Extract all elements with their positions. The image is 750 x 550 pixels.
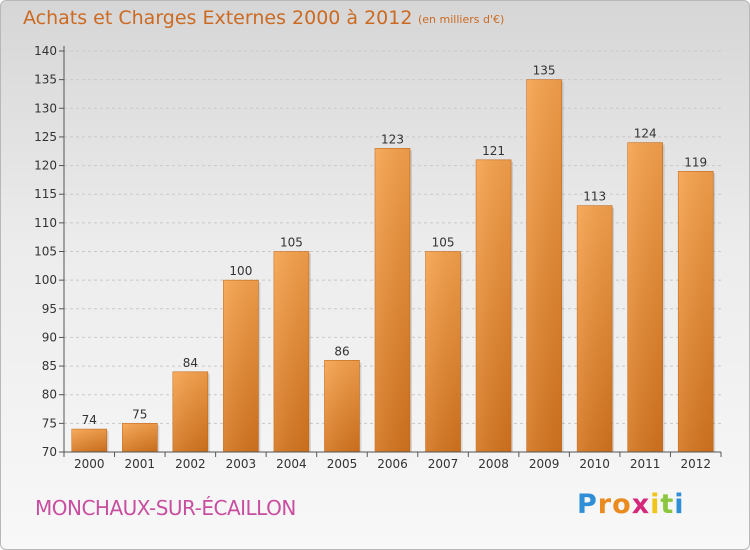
bars: 74 75 84 100 105 86 123 105 121 135 113 124 119 — [71, 64, 716, 453]
y-tick-label: 70 — [42, 445, 57, 459]
x-tick-label: 2009 — [529, 457, 560, 471]
value-label: 124 — [634, 127, 657, 141]
logo-letter: r — [597, 489, 613, 520]
value-label: 113 — [583, 190, 606, 204]
value-label: 121 — [482, 144, 505, 158]
x-tick-label: 2010 — [579, 457, 610, 471]
x-tick-label: 2006 — [377, 457, 408, 471]
value-label: 84 — [183, 356, 198, 370]
y-tick-label: 95 — [42, 302, 57, 316]
value-label: 100 — [229, 264, 252, 278]
bar-highlight — [476, 159, 512, 453]
value-label: 75 — [132, 407, 147, 421]
y-tick-label: 140 — [34, 44, 57, 58]
y-tick-label: 105 — [34, 245, 57, 259]
value-label: 123 — [381, 132, 404, 146]
value-label: 135 — [533, 64, 556, 78]
y-tick-label: 115 — [34, 187, 57, 201]
logo-letter: x — [631, 489, 651, 520]
bar-highlight — [71, 429, 107, 452]
y-tick-label: 130 — [34, 101, 57, 115]
bar-highlight — [577, 205, 613, 452]
y-tick-label: 125 — [34, 130, 57, 144]
logo-letter: i — [650, 489, 661, 520]
value-label: 105 — [280, 236, 303, 250]
x-tick-label: 2000 — [74, 457, 105, 471]
y-tick-label: 90 — [42, 330, 57, 344]
value-label: 105 — [432, 236, 455, 250]
x-tick-label: 2012 — [680, 457, 711, 471]
chart-title: Achats et Charges Externes 2000 à 2012 — [23, 7, 413, 29]
logo-letter: o — [612, 489, 632, 520]
bar-highlight — [678, 171, 714, 453]
x-tick-label: 2004 — [276, 457, 307, 471]
bar-highlight — [375, 148, 410, 452]
logo-letter: i — [674, 489, 685, 520]
y-tick-label: 75 — [42, 416, 57, 430]
y-tick-label: 135 — [34, 73, 57, 87]
bar-highlight — [526, 79, 562, 453]
proxiti-logo: Proxiti — [577, 489, 685, 520]
value-label: 86 — [334, 344, 349, 358]
bar-highlight — [223, 280, 259, 452]
location-name: MONCHAUX-SUR-ÉCAILLON — [35, 496, 296, 520]
bar-highlight — [273, 251, 309, 452]
y-tick-label: 100 — [34, 273, 57, 287]
logo-letter: t — [660, 489, 675, 520]
x-tick-label: 2002 — [175, 457, 206, 471]
x-tick-label: 2005 — [327, 457, 358, 471]
x-tick-label: 2001 — [125, 457, 156, 471]
x-tick-label: 2007 — [428, 457, 459, 471]
bar-highlight — [172, 371, 208, 452]
x-tick-label: 2008 — [478, 457, 509, 471]
bar-highlight — [122, 423, 158, 452]
value-label: 74 — [82, 413, 97, 427]
logo-letter: P — [577, 489, 598, 520]
axes: 70 75 80 85 90 95 100 105 110 115 120 125 130 135 140 2… — [34, 44, 722, 471]
y-tick-label: 80 — [42, 388, 57, 402]
x-tick-label: 2003 — [226, 457, 257, 471]
value-label: 119 — [684, 155, 707, 169]
bar-highlight — [627, 142, 663, 452]
y-tick-label: 85 — [42, 359, 57, 373]
chart-subtitle: (en milliers d'€) — [418, 13, 505, 26]
x-tick-label: 2011 — [630, 457, 661, 471]
bar-highlight — [324, 360, 360, 452]
y-tick-label: 110 — [34, 216, 57, 230]
y-tick-label: 120 — [34, 159, 57, 173]
bar-highlight — [425, 251, 461, 452]
